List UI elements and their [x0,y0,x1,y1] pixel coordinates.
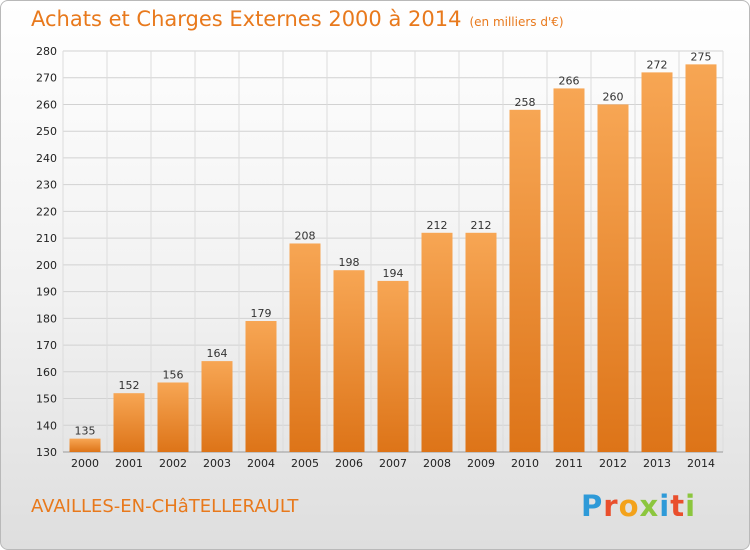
bar-value-label: 194 [383,267,404,280]
x-tick-label: 2010 [511,457,539,470]
y-tick-label: 220 [36,205,57,218]
logo-letter: o [618,489,640,523]
bar-value-label: 272 [647,58,668,71]
y-tick-label: 260 [36,98,57,111]
bar [113,393,145,452]
bar [245,321,277,452]
bar-value-label: 152 [119,379,140,392]
x-tick-label: 2009 [467,457,495,470]
logo-letter: r [603,489,619,523]
y-tick-label: 280 [36,45,57,58]
bar [69,438,101,452]
bar-value-label: 275 [691,50,712,63]
bar-value-label: 266 [559,74,580,87]
bar [641,72,673,453]
bar-value-label: 258 [515,96,536,109]
bar [377,280,409,452]
proxiti-logo: Proxiti [581,489,696,523]
logo-letter: x [639,489,660,523]
bar [157,382,189,452]
bar [201,361,233,452]
x-tick-label: 2003 [203,457,231,470]
bar-value-label: 212 [471,219,492,232]
bar-value-label: 208 [295,229,316,242]
chart-title-text: Achats et Charges Externes 2000 à 2014 [31,7,462,31]
logo-letter: t [670,489,686,523]
y-tick-label: 190 [36,286,57,299]
bar [465,232,497,452]
y-tick-label: 210 [36,232,57,245]
y-tick-label: 180 [36,312,57,325]
x-tick-label: 2001 [115,457,143,470]
y-tick-label: 130 [36,446,57,459]
chart-title: Achats et Charges Externes 2000 à 2014 (e… [31,7,564,31]
logo-letter: i [659,489,671,523]
logo-letter: P [581,489,604,523]
y-tick-label: 170 [36,339,57,352]
bar [333,270,365,452]
x-tick-label: 2000 [71,457,99,470]
x-tick-label: 2004 [247,457,275,470]
y-tick-label: 150 [36,393,57,406]
chart-unit-note: (en milliers d'€) [469,15,564,29]
y-tick-label: 140 [36,419,57,432]
y-tick-label: 200 [36,259,57,272]
y-tick-label: 240 [36,152,57,165]
x-tick-label: 2005 [291,457,319,470]
bar-value-label: 135 [75,425,96,438]
x-tick-label: 2002 [159,457,187,470]
bar-value-label: 260 [603,90,624,103]
bar-value-label: 198 [339,256,360,269]
bar [553,88,585,452]
bar [509,109,541,453]
x-tick-label: 2007 [379,457,407,470]
bar-value-label: 156 [163,368,184,381]
logo-letter: i [685,489,697,523]
bar-value-label: 179 [251,307,272,320]
x-tick-label: 2006 [335,457,363,470]
bar-value-label: 164 [207,347,228,360]
bar [597,104,629,452]
y-tick-label: 230 [36,179,57,192]
y-tick-label: 250 [36,125,57,138]
x-tick-label: 2008 [423,457,451,470]
x-tick-label: 2011 [555,457,583,470]
bar-value-label: 212 [427,219,448,232]
y-tick-label: 270 [36,72,57,85]
x-tick-label: 2013 [643,457,671,470]
y-tick-label: 160 [36,366,57,379]
bar [685,64,717,452]
x-tick-label: 2014 [687,457,715,470]
bar [421,232,453,452]
bar [289,243,321,452]
commune-name: AVAILLES-EN-CHâTELLERAULT [31,496,299,517]
x-tick-label: 2012 [599,457,627,470]
